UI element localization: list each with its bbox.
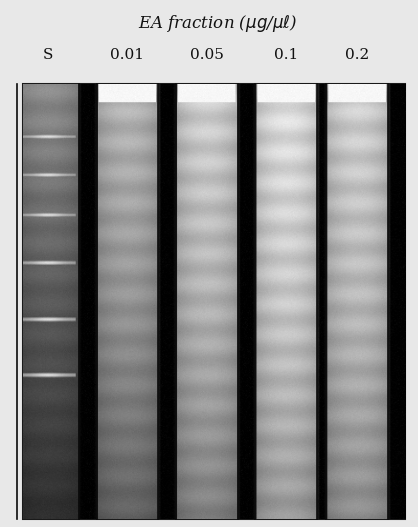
Text: 0.1: 0.1	[274, 48, 298, 62]
Text: EA fraction ($\mu g$/$\mu\ell$): EA fraction ($\mu g$/$\mu\ell$)	[138, 13, 297, 34]
Text: 0.01: 0.01	[110, 48, 145, 62]
Text: S: S	[43, 48, 53, 62]
Bar	[23, 84, 405, 519]
Text: 0.2: 0.2	[345, 48, 370, 62]
Text: 0.05: 0.05	[190, 48, 224, 62]
